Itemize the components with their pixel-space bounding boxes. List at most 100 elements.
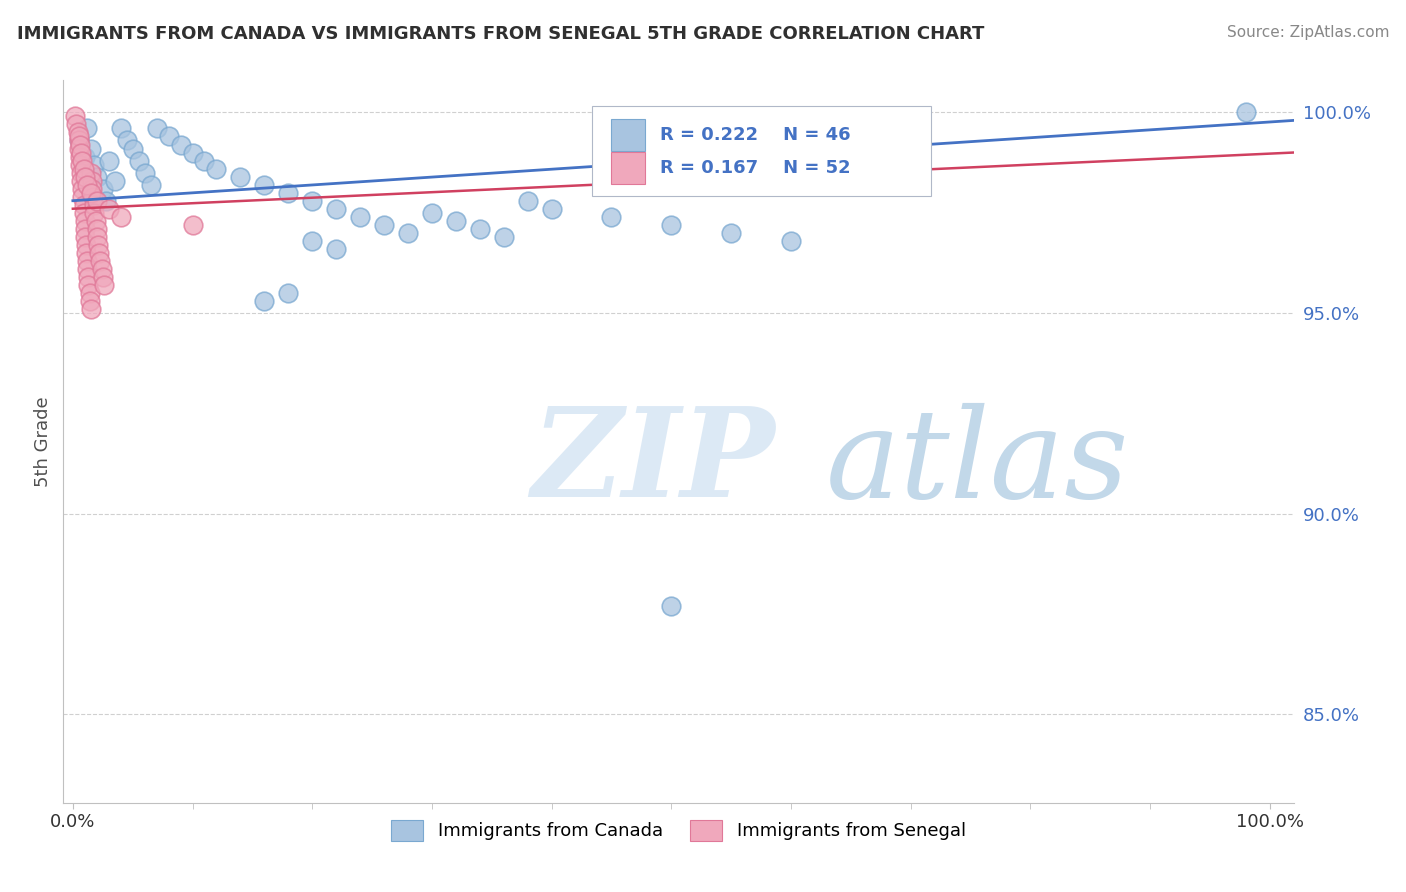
Point [73, 222, 96, 236]
FancyBboxPatch shape [592, 105, 931, 196]
Point [76, 178, 98, 192]
Point [75, 238, 97, 252]
Point [444, 214, 467, 228]
Point [79, 294, 101, 309]
Text: ZIP: ZIP [531, 402, 775, 524]
Point [110, 121, 132, 136]
Point [145, 121, 167, 136]
Y-axis label: 5th Grade: 5th Grade [34, 396, 52, 487]
Point [540, 202, 562, 216]
Point [277, 186, 299, 200]
Point [87, 238, 110, 252]
Point [139, 178, 162, 192]
Point [83, 158, 105, 172]
Point [72, 161, 94, 176]
Point [91, 182, 114, 196]
Point [70, 145, 93, 160]
Point [89, 254, 111, 268]
Point [69, 137, 91, 152]
Point [79, 286, 101, 301]
Point [373, 218, 395, 232]
Point [73, 169, 96, 184]
Point [157, 129, 180, 144]
Point [325, 202, 347, 216]
Point [115, 134, 138, 148]
Point [86, 194, 108, 208]
Point [229, 169, 252, 184]
Point [70, 174, 93, 188]
Point [73, 214, 96, 228]
Point [73, 150, 96, 164]
Point [89, 246, 111, 260]
Point [134, 166, 156, 180]
Point [720, 226, 742, 240]
Point [69, 150, 91, 164]
Point [169, 137, 191, 152]
Point [97, 153, 120, 168]
Point [73, 230, 96, 244]
Legend: Immigrants from Canada, Immigrants from Senegal: Immigrants from Canada, Immigrants from … [384, 813, 973, 848]
Point [600, 210, 623, 224]
Point [83, 206, 105, 220]
Point [76, 121, 98, 136]
Point [468, 222, 491, 236]
Point [82, 190, 104, 204]
Point [80, 182, 103, 196]
Point [67, 134, 90, 148]
Point [76, 262, 98, 277]
Point [349, 210, 371, 224]
Point [128, 153, 150, 168]
Point [80, 174, 103, 188]
Point [96, 194, 118, 208]
Point [72, 198, 94, 212]
Point [75, 246, 97, 260]
Point [253, 294, 276, 309]
Point [181, 145, 204, 160]
Point [76, 254, 98, 268]
Point [66, 126, 89, 140]
Point [90, 262, 112, 277]
Point [67, 142, 90, 156]
Point [93, 278, 115, 293]
Point [110, 210, 132, 224]
Point [301, 234, 323, 248]
Point [277, 286, 299, 301]
Point [91, 270, 114, 285]
Bar [610, 152, 645, 184]
Point [659, 599, 682, 614]
Text: R = 0.167    N = 52: R = 0.167 N = 52 [659, 159, 851, 177]
Text: IMMIGRANTS FROM CANADA VS IMMIGRANTS FROM SENEGAL 5TH GRADE CORRELATION CHART: IMMIGRANTS FROM CANADA VS IMMIGRANTS FRO… [17, 25, 984, 43]
Point [420, 206, 443, 220]
Point [67, 129, 90, 144]
Point [72, 153, 94, 168]
Point [80, 186, 103, 200]
Point [69, 158, 91, 172]
Point [104, 174, 127, 188]
Point [492, 230, 515, 244]
Point [205, 161, 228, 176]
Point [65, 110, 87, 124]
Text: Source: ZipAtlas.com: Source: ZipAtlas.com [1226, 25, 1389, 40]
Point [253, 178, 276, 192]
Bar [610, 120, 645, 151]
Point [83, 198, 105, 212]
Text: R = 0.222    N = 46: R = 0.222 N = 46 [659, 126, 851, 145]
Point [80, 166, 103, 180]
Point [193, 153, 215, 168]
Point [1234, 105, 1257, 120]
Point [72, 182, 94, 196]
Point [67, 134, 90, 148]
Point [86, 222, 108, 236]
Point [659, 218, 682, 232]
Point [121, 142, 143, 156]
Point [86, 230, 108, 244]
Point [396, 226, 419, 240]
Point [84, 214, 107, 228]
Point [301, 194, 323, 208]
Point [72, 190, 94, 204]
Point [77, 270, 100, 285]
Point [86, 169, 108, 184]
Point [325, 242, 347, 256]
Point [80, 302, 103, 317]
Point [97, 202, 120, 216]
